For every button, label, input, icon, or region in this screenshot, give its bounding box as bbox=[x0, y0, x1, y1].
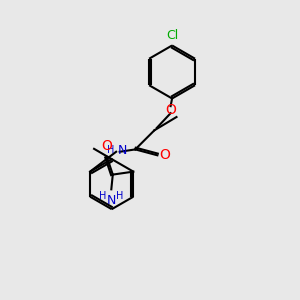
Text: O: O bbox=[159, 148, 170, 162]
Text: H: H bbox=[116, 191, 124, 201]
Text: H: H bbox=[99, 191, 106, 201]
Text: N: N bbox=[118, 144, 127, 157]
Text: H: H bbox=[107, 145, 115, 155]
Text: O: O bbox=[101, 140, 112, 153]
Text: Cl: Cl bbox=[166, 29, 178, 42]
Text: N: N bbox=[106, 194, 116, 207]
Text: O: O bbox=[165, 103, 176, 117]
